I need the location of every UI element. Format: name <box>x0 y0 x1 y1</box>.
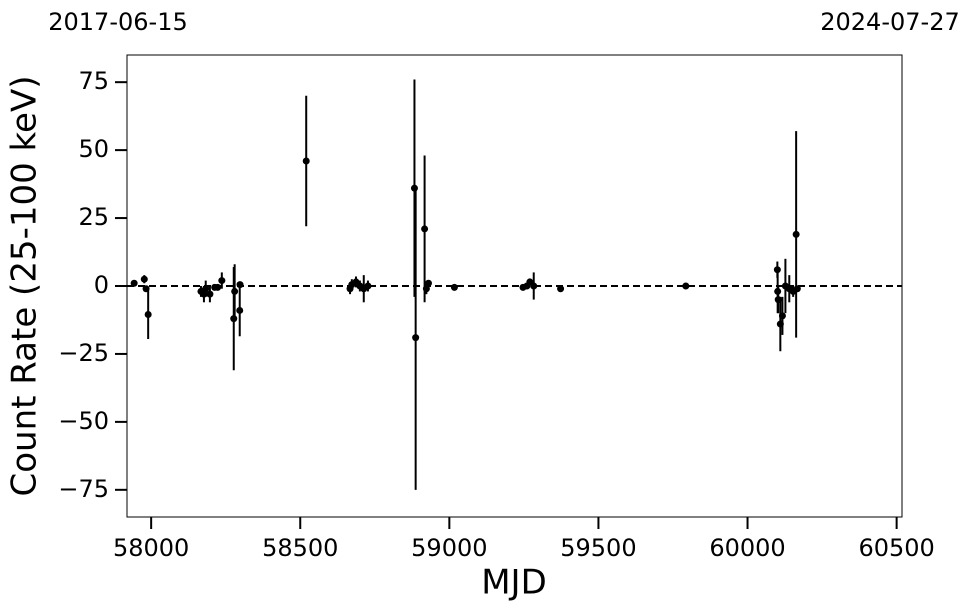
data-point <box>130 279 138 287</box>
data-point <box>206 290 214 298</box>
data-point <box>778 312 786 320</box>
x-axis-label: MJD <box>481 563 547 603</box>
y-tick-label: 50 <box>78 135 109 163</box>
x-tick-label: 59000 <box>411 534 487 562</box>
data-point <box>530 282 538 290</box>
data-point <box>450 283 458 291</box>
start-date-label: 2017-06-15 <box>48 8 187 36</box>
data-point <box>793 285 801 293</box>
y-tick-label: 0 <box>94 271 109 299</box>
x-tick-label: 60000 <box>709 534 785 562</box>
data-point <box>202 285 210 293</box>
data-point <box>144 311 152 319</box>
data-point <box>231 287 239 295</box>
x-tick-label: 59500 <box>560 534 636 562</box>
data-point <box>236 281 244 289</box>
y-tick-label: −50 <box>58 407 109 435</box>
data-point <box>236 306 244 314</box>
data-point <box>421 225 429 233</box>
data-point <box>412 334 420 342</box>
data-point <box>214 283 222 291</box>
x-tick-label: 60500 <box>858 534 934 562</box>
y-tick-label: −75 <box>58 475 109 503</box>
y-tick-label: 25 <box>78 203 109 231</box>
y-axis-label: Count Rate (25-100 keV) <box>5 76 45 497</box>
data-point <box>410 184 418 192</box>
data-point <box>557 285 565 293</box>
x-tick-label: 58000 <box>113 534 189 562</box>
data-point <box>302 157 310 165</box>
end-date-label: 2024-07-27 <box>820 8 959 36</box>
data-point <box>422 285 430 293</box>
data-point <box>682 282 690 290</box>
x-tick-label: 58500 <box>262 534 338 562</box>
data-point <box>424 279 432 287</box>
y-tick-label: −25 <box>58 339 109 367</box>
y-tick-label: 75 <box>78 67 109 95</box>
data-point <box>218 277 226 285</box>
data-point <box>140 275 148 283</box>
data-point <box>792 230 800 238</box>
data-point <box>364 282 372 290</box>
